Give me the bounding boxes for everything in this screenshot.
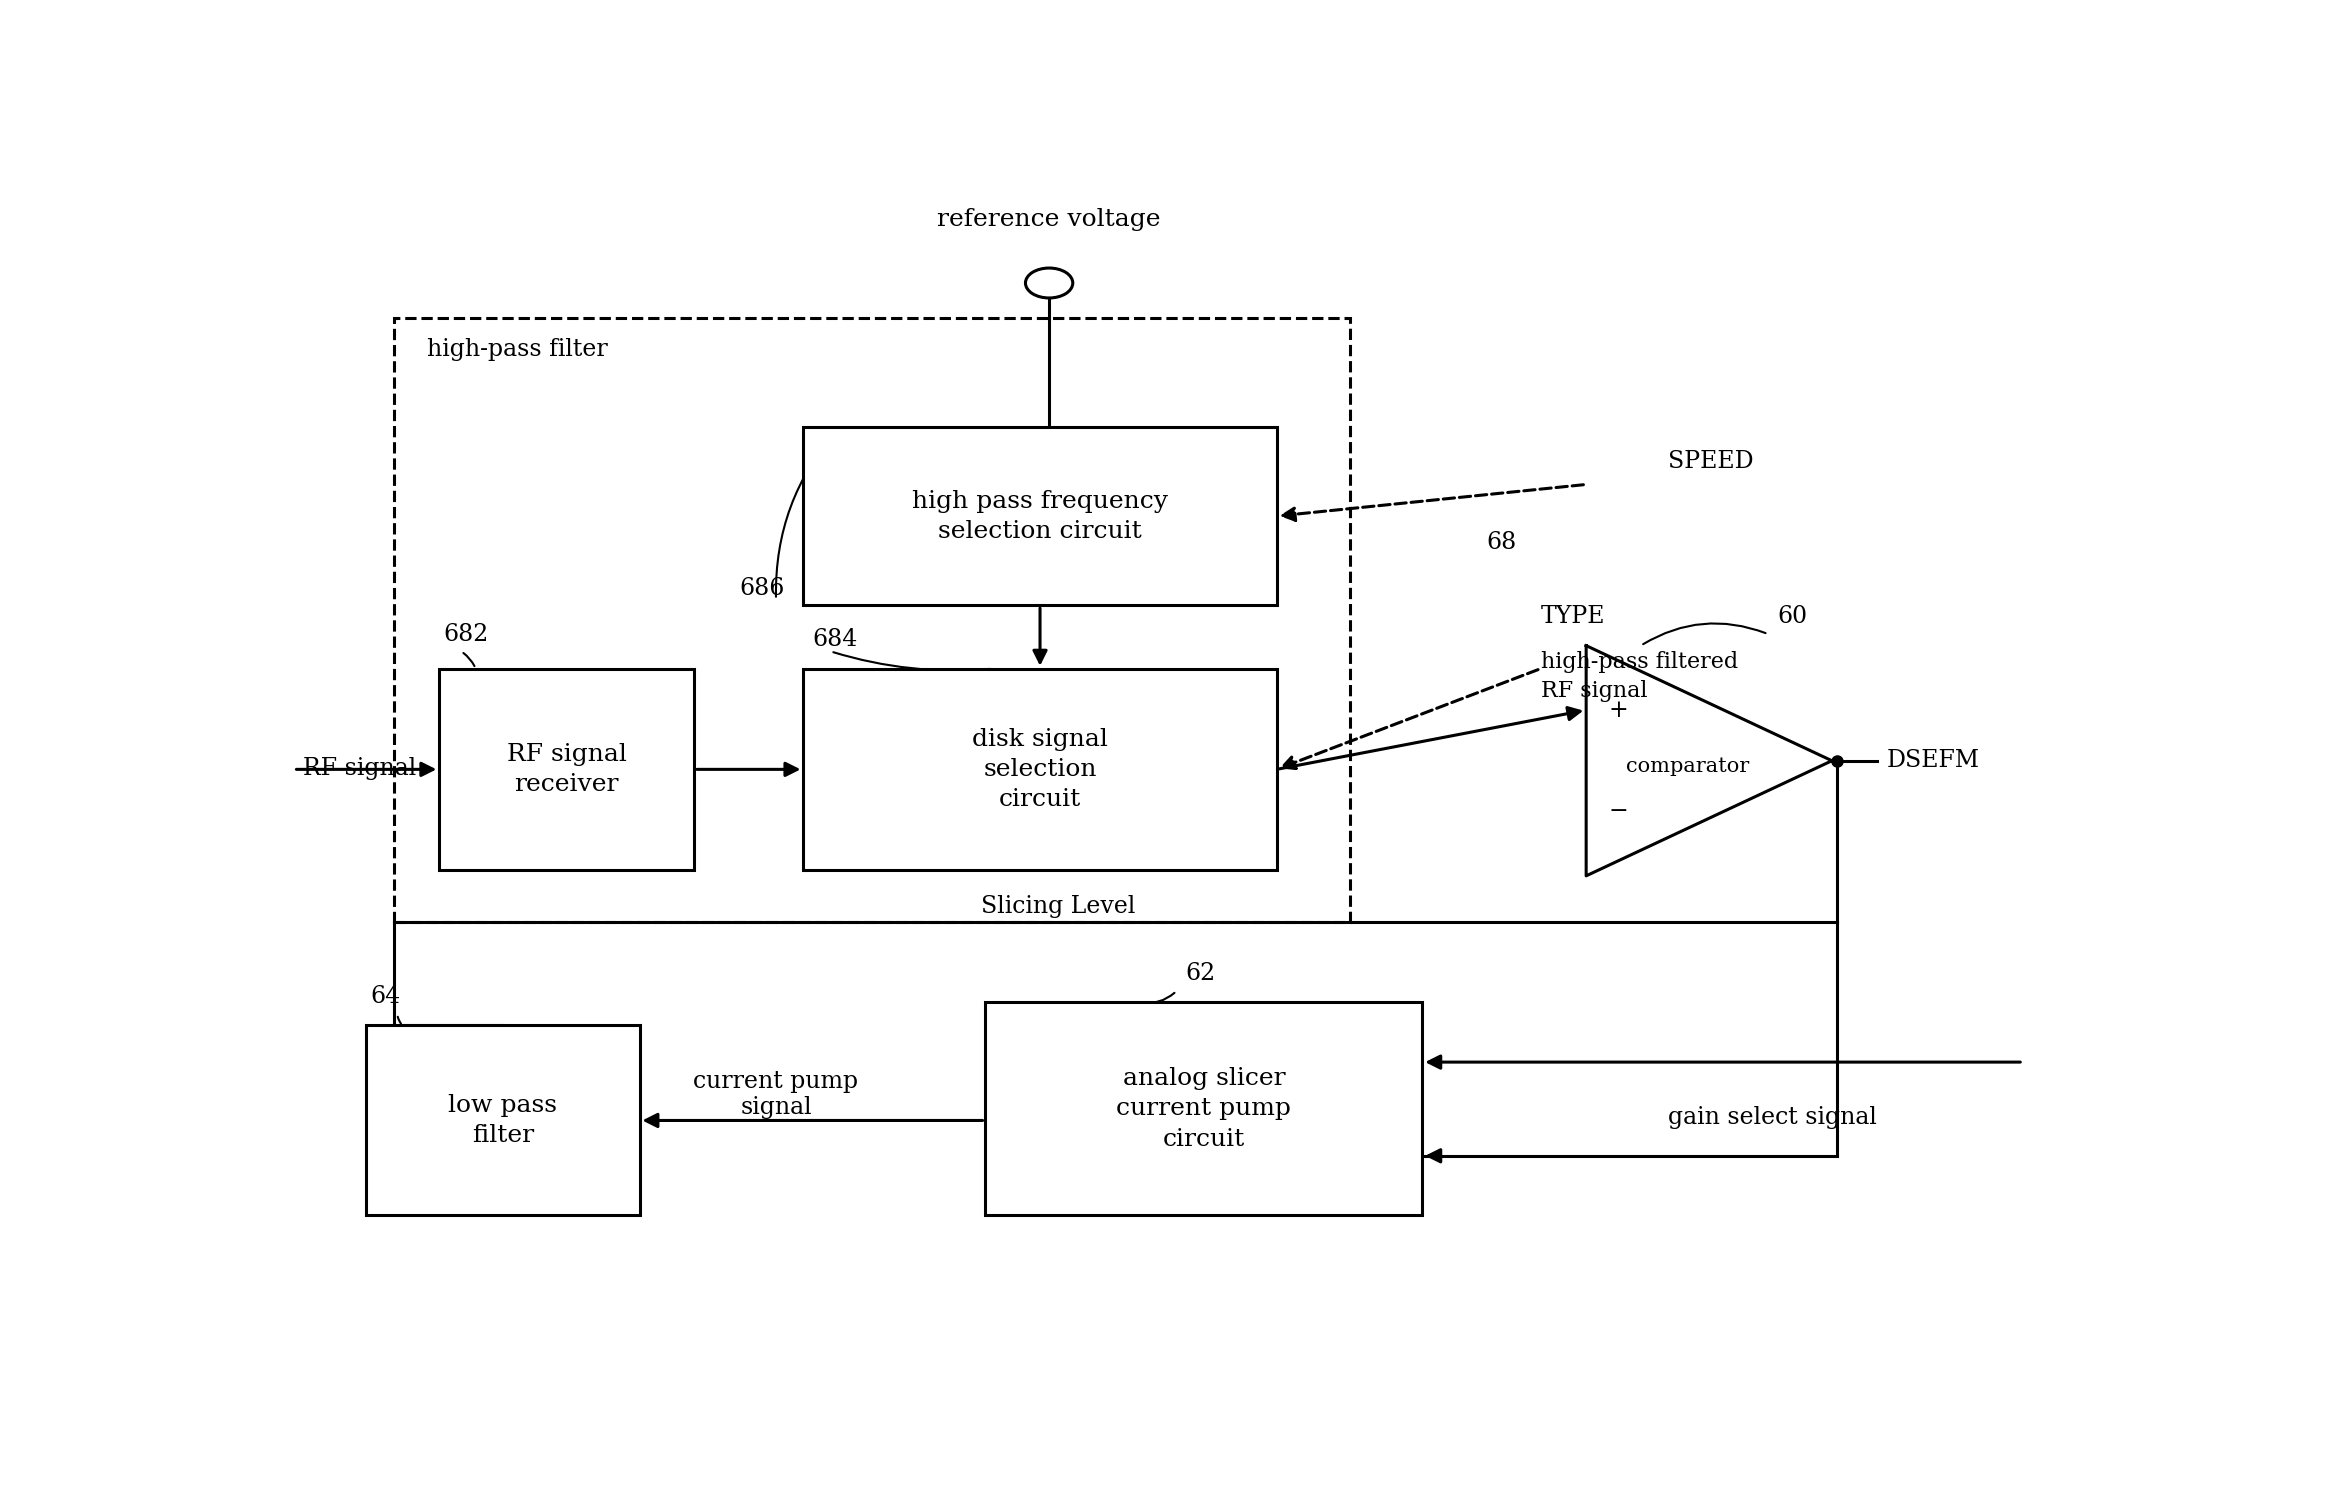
Text: gain select signal: gain select signal — [1668, 1106, 1877, 1129]
Bar — [803, 668, 1278, 870]
Text: 68: 68 — [1487, 531, 1517, 553]
Bar — [366, 1026, 639, 1215]
Text: 682: 682 — [444, 622, 489, 646]
Text: reference voltage: reference voltage — [937, 208, 1160, 232]
Text: analog slicer
current pump
circuit: analog slicer current pump circuit — [1116, 1067, 1292, 1151]
Text: current pump
signal: current pump signal — [693, 1070, 860, 1120]
Text: Slicing Level: Slicing Level — [982, 896, 1135, 918]
Text: 686: 686 — [740, 577, 785, 599]
Text: SPEED: SPEED — [1668, 450, 1755, 472]
Bar — [987, 1003, 1423, 1215]
Text: −: − — [1609, 800, 1628, 822]
Text: +: + — [1609, 698, 1628, 722]
Text: high-pass filtered
RF signal: high-pass filtered RF signal — [1541, 652, 1738, 703]
Text: DSEFM: DSEFM — [1886, 749, 1980, 773]
Text: 64: 64 — [371, 985, 399, 1008]
Bar — [803, 428, 1278, 605]
Text: 60: 60 — [1778, 605, 1806, 628]
Text: high-pass filter: high-pass filter — [428, 338, 608, 362]
Text: high pass frequency
selection circuit: high pass frequency selection circuit — [911, 489, 1167, 543]
Text: RF signal: RF signal — [303, 758, 416, 780]
Text: comparator: comparator — [1626, 756, 1750, 776]
Text: low pass
filter: low pass filter — [449, 1094, 557, 1147]
Text: 62: 62 — [1186, 963, 1217, 985]
Text: TYPE: TYPE — [1541, 605, 1604, 628]
Text: RF signal
receiver: RF signal receiver — [507, 743, 627, 795]
Bar — [439, 668, 695, 870]
Text: 684: 684 — [813, 628, 857, 652]
Bar — [395, 317, 1348, 922]
Text: disk signal
selection
circuit: disk signal selection circuit — [972, 728, 1109, 812]
